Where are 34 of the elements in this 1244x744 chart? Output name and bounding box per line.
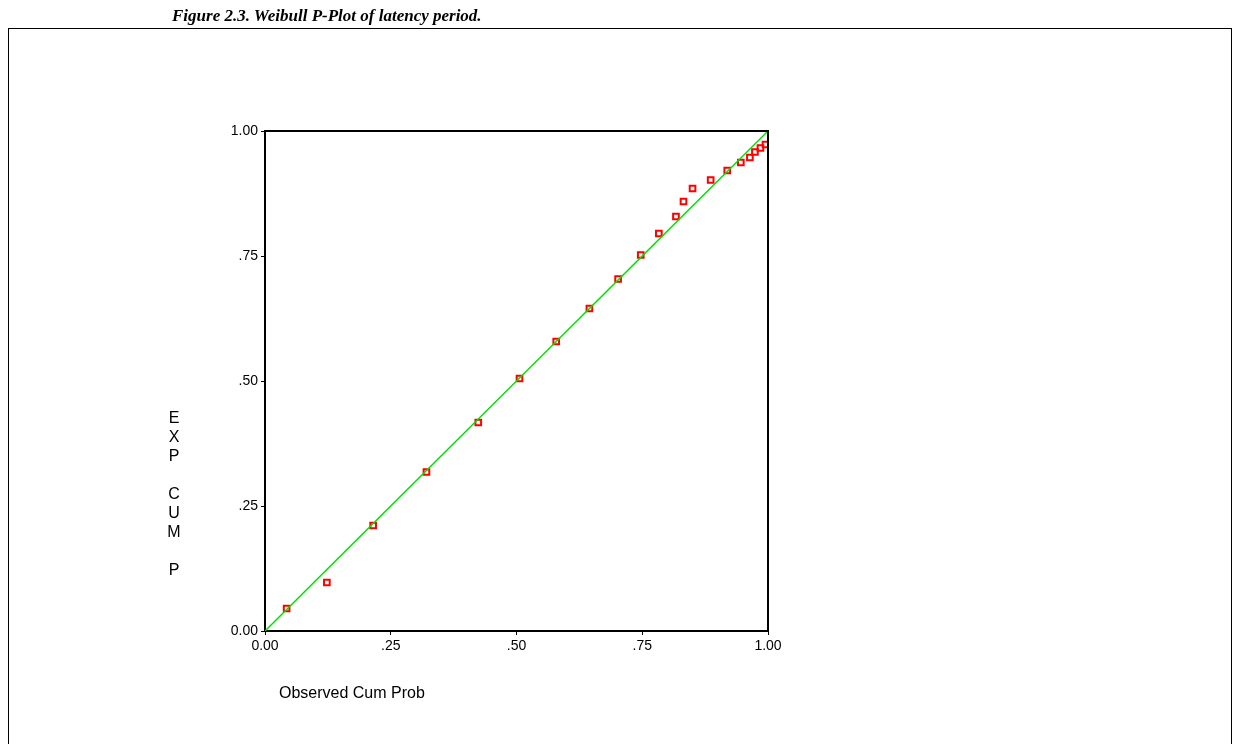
point <box>706 176 715 184</box>
point <box>515 374 524 383</box>
point <box>614 275 622 283</box>
point <box>737 158 745 167</box>
point <box>746 153 754 162</box>
x-tick-label: .75 <box>632 637 653 654</box>
x-tick-label: .25 <box>381 637 401 654</box>
point <box>422 468 431 476</box>
point <box>756 144 765 152</box>
y-tick-label: .25 <box>238 496 259 513</box>
point <box>585 304 594 313</box>
x-tick-label: 1.00 <box>754 637 782 654</box>
point <box>552 337 561 346</box>
chart-title: Figure 2.3. Weibull P-Plot of latency period. <box>172 6 482 26</box>
point <box>474 418 483 427</box>
x-axis-title: Observed Cum Prob <box>279 684 425 702</box>
point <box>751 148 759 156</box>
point <box>655 229 663 238</box>
x-tick-label: 0.00 <box>251 637 279 654</box>
point <box>282 604 291 613</box>
point <box>369 521 377 530</box>
point <box>688 184 697 193</box>
point <box>323 578 331 587</box>
x-tick-label: .50 <box>506 637 527 654</box>
point <box>636 251 645 259</box>
y-tick-label: .75 <box>238 246 259 263</box>
y-tick-label: .50 <box>238 371 259 388</box>
y-tick-label: 0.00 <box>230 621 259 638</box>
text: EXP CUM P <box>167 409 181 578</box>
point <box>723 166 732 175</box>
point <box>761 140 768 149</box>
y-tick-label: 1.00 <box>230 121 259 138</box>
point <box>672 212 680 221</box>
point <box>679 197 688 206</box>
